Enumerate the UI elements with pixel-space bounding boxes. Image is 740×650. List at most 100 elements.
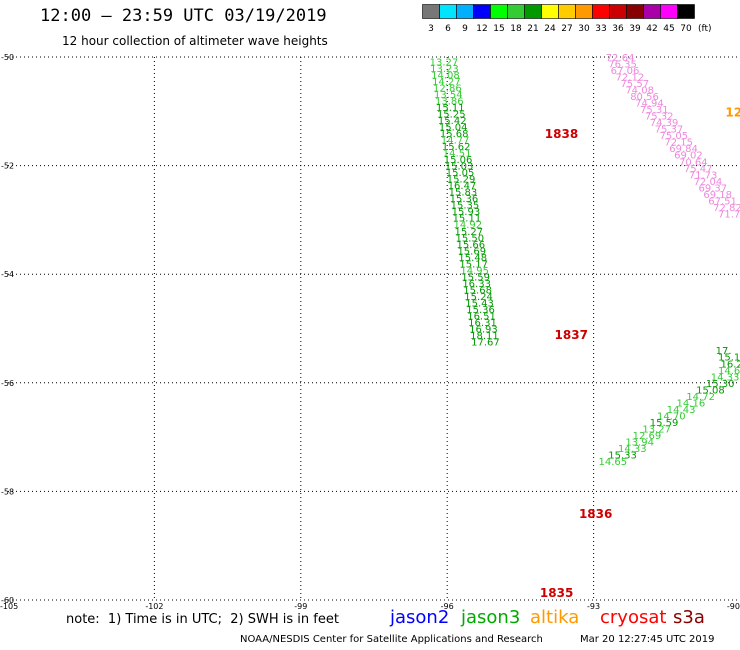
- altika-swh-value: 72.04: [694, 177, 723, 188]
- jason3-swh-value: 14.65: [598, 457, 627, 468]
- jason3-swh-value: 14.77: [441, 136, 470, 147]
- jason3-swh-value: 14.72: [686, 392, 715, 403]
- altika-swh-value: 76.35: [608, 60, 637, 71]
- altika-swh-value: 72.15: [664, 138, 693, 149]
- jason3-swh-value: 13.27: [642, 424, 671, 435]
- jason3-swh-value: 15.59: [461, 272, 490, 283]
- jason3-swh-value: 13.86: [435, 96, 464, 107]
- jason3-swh-value: 16.93: [469, 325, 498, 336]
- jason3-swh-value: 15.11: [453, 214, 482, 225]
- colorbar-tick-label: 36: [612, 24, 624, 34]
- y-tick-label: -52: [1, 162, 14, 171]
- jason3-swh-value: 15.11: [436, 103, 465, 114]
- altika-swh-value: 75.05: [659, 131, 688, 142]
- colorbar-tick-label: 30: [578, 24, 590, 34]
- colorbar-tick-label: 27: [561, 24, 572, 34]
- x-tick-label: -96: [441, 602, 454, 610]
- altika-swh-value: 75.47: [684, 164, 713, 175]
- x-tick-label: -90: [727, 602, 740, 610]
- colorbar-swatch: [677, 4, 695, 19]
- colorbar-tick-label: 42: [646, 24, 657, 34]
- jason3-swh-value: 15.33: [608, 450, 637, 461]
- jason3-swh-value: 16.51: [467, 311, 496, 322]
- altika-swh-value: 69.02: [674, 151, 703, 162]
- altika-swh-value: 72.12: [616, 73, 645, 84]
- jason3-swh-value: 15.69: [457, 246, 486, 257]
- y-tick-label: -50: [1, 53, 14, 62]
- jason3-swh-value: 15.48: [458, 253, 487, 264]
- colorbar-tick-label: 45: [663, 24, 674, 34]
- footer-note: note: 1) Time is in UTC; 2) SWH is in fe…: [66, 612, 339, 627]
- colorbar-tick-label: 12: [476, 24, 487, 34]
- jason3-swh-value: 15.83: [449, 188, 478, 199]
- jason3-swh-value: 17.: [716, 346, 732, 357]
- time-label: 1835: [540, 586, 573, 600]
- jason3-swh-value: 14.33: [618, 444, 647, 455]
- legend-jason2: jason2: [390, 607, 450, 628]
- legend-cryosat: cryosat: [600, 607, 667, 628]
- jason3-swh-value: 15.66: [456, 240, 485, 251]
- jason3-swh-value: 16.33: [462, 279, 491, 290]
- altika-swh-value: 67.51: [708, 196, 737, 207]
- jason3-swh-value: 17.67: [471, 338, 500, 349]
- jason3-swh-value: 15.30: [706, 379, 735, 390]
- jason3-swh-value: 14.64: [718, 366, 740, 377]
- altika-swh-value: 71.7: [718, 209, 740, 220]
- colorbar-legend: 3 6 9 12 15 18 21 24 27 30 33 36 39 42 45 70 (ft): [422, 4, 712, 34]
- altika-swh-value: 75.31: [640, 105, 669, 116]
- jason3-swh-value: 12.86: [433, 83, 462, 94]
- jason3-swh-value: 18.11: [470, 331, 499, 342]
- jason3-swh-value: 14.08: [431, 70, 460, 81]
- jason3-swh-value: 15.62: [442, 142, 471, 153]
- jason3-swh-value: 15.68: [463, 285, 492, 296]
- jason3-swh-value: 14.33: [711, 372, 740, 383]
- legend-s3a: s3a: [673, 607, 705, 628]
- altika-swh-value: 69.18: [703, 190, 732, 201]
- x-tick-label: -99: [294, 602, 307, 610]
- jason3-swh-value: 15.25: [437, 109, 466, 120]
- altika-swh-value: 72.64: [606, 53, 635, 64]
- colorbar-tick-label: 9: [462, 24, 468, 34]
- jason3-swh-value: 14.95: [460, 266, 489, 277]
- footer-timestamp: Mar 20 12:27:45 UTC 2019: [580, 634, 715, 645]
- colorbar-tick-label: 21: [527, 24, 538, 34]
- jason3-swh-value: 15.04: [439, 123, 468, 134]
- x-tick-label: -93: [587, 602, 600, 610]
- colorbar-tick-label: 6: [445, 24, 451, 34]
- jason3-swh-value: 15.1: [718, 353, 740, 364]
- time-label: 1838: [545, 127, 578, 141]
- colorbar-tick-label: 18: [510, 24, 522, 34]
- colorbar-tick-label: 70: [680, 24, 692, 34]
- colorbar-tick-label: 24: [544, 24, 556, 34]
- colorbar-tick-label: 3: [428, 24, 434, 34]
- x-tick-label: -102: [145, 602, 163, 610]
- jason3-swh-value: 15.27: [455, 227, 484, 238]
- jason3-swh-value: 14.27: [432, 77, 461, 88]
- jason3-swh-value: 13.23: [430, 64, 459, 75]
- jason3-swh-value: 13.54: [434, 90, 463, 101]
- chart-subtitle: 12 hour collection of altimeter wave hei…: [62, 34, 328, 48]
- jason3-swh-value: 15.17: [459, 259, 488, 270]
- jason3-swh-value: 16.47: [448, 181, 477, 192]
- jason3-swh-value: 14.43: [667, 405, 696, 416]
- altika-swh-value: 69.37: [699, 183, 728, 194]
- altika-swh-value: 67.06: [611, 66, 640, 77]
- legend-jason3: jason3: [461, 607, 521, 628]
- legend-altika: altika: [530, 607, 580, 628]
- jason3-swh-value: 15.06: [444, 155, 473, 166]
- time-label: 1251: [725, 105, 740, 119]
- y-tick-label: -60: [1, 596, 14, 605]
- wave-height-plot: -50 -52 -54 -56 -58 -60-105 -102 -99 -96 -93 -90 13…: [0, 53, 740, 610]
- jason3-swh-value: 15.50: [455, 233, 484, 244]
- jason3-swh-value: 14.51: [443, 149, 472, 160]
- time-label: 1837: [555, 328, 588, 342]
- colorbar-unit-label: (ft): [698, 24, 712, 34]
- jason3-swh-value: 14.92: [454, 220, 483, 231]
- jason3-swh-value: 13.94: [625, 437, 654, 448]
- jason3-swh-value: 14.70: [657, 411, 686, 422]
- jason3-swh-value: 16.22: [720, 359, 740, 370]
- jason3-swh-value: 15.43: [465, 298, 494, 309]
- jason3-swh-value: 15.36: [466, 305, 495, 316]
- y-tick-label: -58: [1, 487, 14, 496]
- jason3-swh-value: 15.24: [464, 292, 493, 303]
